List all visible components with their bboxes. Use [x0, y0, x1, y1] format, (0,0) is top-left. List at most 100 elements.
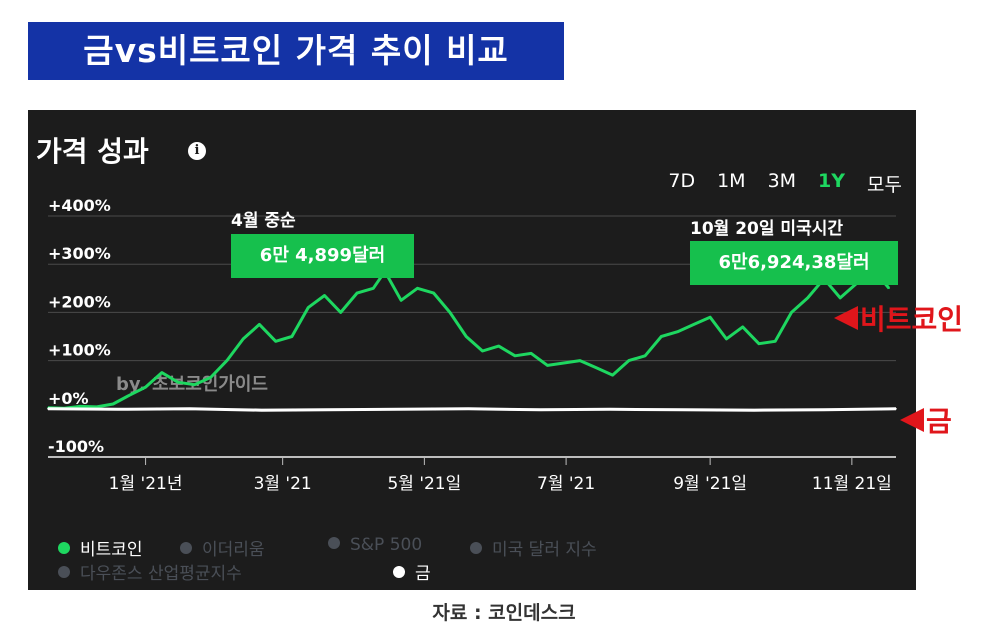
x-tick-label: 9월 '21일	[673, 474, 747, 494]
data-point-bitcoin	[432, 292, 435, 294]
data-point-bitcoin	[611, 374, 614, 376]
data-point-gold	[47, 408, 49, 410]
legend-dot-dow-jones	[58, 566, 70, 578]
legend-dot-ethereum	[180, 542, 192, 554]
callout-october-value: 6만6,924,38달러	[690, 241, 898, 285]
data-point-bitcoin	[242, 338, 244, 340]
data-point-gold	[116, 408, 119, 411]
data-point-bitcoin	[144, 386, 147, 388]
data-point-bitcoin	[193, 383, 196, 386]
data-point-bitcoin	[96, 406, 98, 408]
data-point-gold	[681, 409, 684, 411]
data-point-bitcoin	[530, 352, 532, 355]
data-point-gold	[467, 408, 470, 410]
data-point-bitcoin	[416, 287, 419, 290]
data-point-bitcoin	[806, 297, 809, 299]
gold-arrow-label: 금	[900, 400, 952, 440]
x-tick-label: 5월 '21일	[387, 474, 461, 494]
source-caption: 자료 : 코인데스크	[432, 602, 576, 624]
data-point-bitcoin	[465, 335, 468, 338]
legend-item-sp500[interactable]: S&P 500	[328, 535, 422, 555]
data-point-bitcoin	[323, 294, 326, 297]
data-point-bitcoin	[579, 359, 581, 362]
data-point-bitcoin	[112, 403, 114, 405]
range-tab-1y[interactable]: 1Y	[818, 170, 846, 192]
data-point-bitcoin	[449, 311, 451, 314]
data-point-bitcoin	[209, 376, 212, 379]
range-tabs: 7D 1M 3M 1Y 모두	[668, 170, 902, 197]
x-axis-ticks: 1월 '21년 3월 '21 5월 '21일 7월 '21 9월 '21일 11월 21일	[109, 457, 892, 494]
data-point-gold	[823, 409, 825, 411]
page-title: 금vs비트코인 가격 추이 비교	[28, 22, 564, 80]
x-tick-label: 3월 '21	[254, 474, 312, 494]
legend-item-dow-jones[interactable]: 다우존스 산업평균지수	[58, 559, 242, 584]
data-point-bitcoin	[514, 355, 516, 357]
data-point-bitcoin	[161, 371, 163, 374]
legend-dot-sp500	[328, 537, 340, 549]
data-point-bitcoin	[888, 287, 890, 290]
info-icon[interactable]: i	[188, 142, 206, 160]
data-point-bitcoin	[628, 359, 630, 362]
data-point-bitcoin	[128, 394, 131, 397]
x-tick-label: 1월 '21년	[109, 474, 183, 494]
left-arrow-icon	[834, 306, 858, 330]
legend-dot-bitcoin	[58, 542, 70, 554]
data-point-bitcoin	[660, 335, 663, 338]
data-point-gold	[753, 409, 756, 412]
price-performance-panel: 가격 성과 i 7D 1M 3M 1Y 모두 +400% +300% +200% +1…	[28, 110, 916, 590]
y-axis-ticks: +400% +300% +200% +100% +0% -100%	[48, 196, 111, 456]
series-line-gold	[47, 407, 897, 412]
data-point-bitcoin	[226, 359, 228, 362]
range-tab-all[interactable]: 모두	[867, 174, 902, 196]
data-point-bitcoin	[563, 362, 565, 364]
data-point-bitcoin	[79, 405, 82, 408]
legend-item-usd-index[interactable]: 미국 달러 지수	[470, 535, 597, 560]
data-point-gold	[260, 409, 263, 412]
callout-april-label: 4월 중순	[231, 211, 296, 231]
legend-item-gold[interactable]: 금	[393, 559, 431, 584]
data-point-bitcoin	[481, 350, 484, 352]
data-point-bitcoin	[339, 311, 342, 314]
data-point-bitcoin	[725, 338, 728, 340]
range-tab-3m[interactable]: 3M	[767, 170, 797, 192]
range-tab-7d[interactable]: 7D	[668, 170, 696, 192]
data-point-gold	[895, 408, 897, 410]
data-point-bitcoin	[774, 340, 776, 343]
data-point-bitcoin	[790, 311, 793, 314]
performance-chart: +400% +300% +200% +100% +0% -100% 1월 '21년 3월 '…	[47, 196, 897, 494]
data-point-bitcoin	[709, 316, 711, 318]
data-point-bitcoin	[595, 367, 598, 369]
data-point-gold	[609, 408, 611, 411]
data-point-gold	[188, 408, 191, 410]
y-tick-label: +200%	[48, 292, 111, 311]
data-point-bitcoin	[177, 381, 179, 384]
data-point-bitcoin	[258, 323, 261, 326]
data-point-bitcoin	[546, 364, 549, 367]
y-tick-label: -100%	[48, 437, 104, 456]
data-point-bitcoin	[307, 306, 310, 309]
data-point-bitcoin	[497, 345, 500, 347]
range-tab-1m[interactable]: 1M	[717, 170, 746, 192]
data-point-bitcoin	[356, 292, 358, 294]
data-point-bitcoin	[274, 340, 277, 343]
data-point-bitcoin	[400, 299, 402, 302]
data-point-bitcoin	[839, 297, 841, 299]
x-tick-label: 7월 '21	[537, 474, 595, 494]
legend-item-bitcoin[interactable]: 비트코인	[58, 535, 143, 560]
y-tick-label: +300%	[48, 244, 111, 263]
x-tick-label: 11월 21일	[812, 474, 892, 494]
data-point-bitcoin	[741, 326, 744, 328]
bitcoin-arrow-label: 비트코인	[834, 298, 963, 338]
data-point-gold	[326, 409, 328, 411]
data-point-bitcoin	[676, 330, 679, 333]
legend-dot-usd-index	[470, 542, 482, 554]
data-point-bitcoin	[372, 287, 375, 290]
data-point-bitcoin	[758, 342, 760, 345]
data-point-gold	[398, 408, 400, 411]
data-point-bitcoin	[644, 355, 646, 357]
legend-item-ethereum[interactable]: 이더리움	[180, 535, 265, 560]
y-tick-label: +400%	[48, 196, 111, 215]
data-point-bitcoin	[291, 335, 293, 338]
legend-dot-gold	[393, 566, 405, 578]
